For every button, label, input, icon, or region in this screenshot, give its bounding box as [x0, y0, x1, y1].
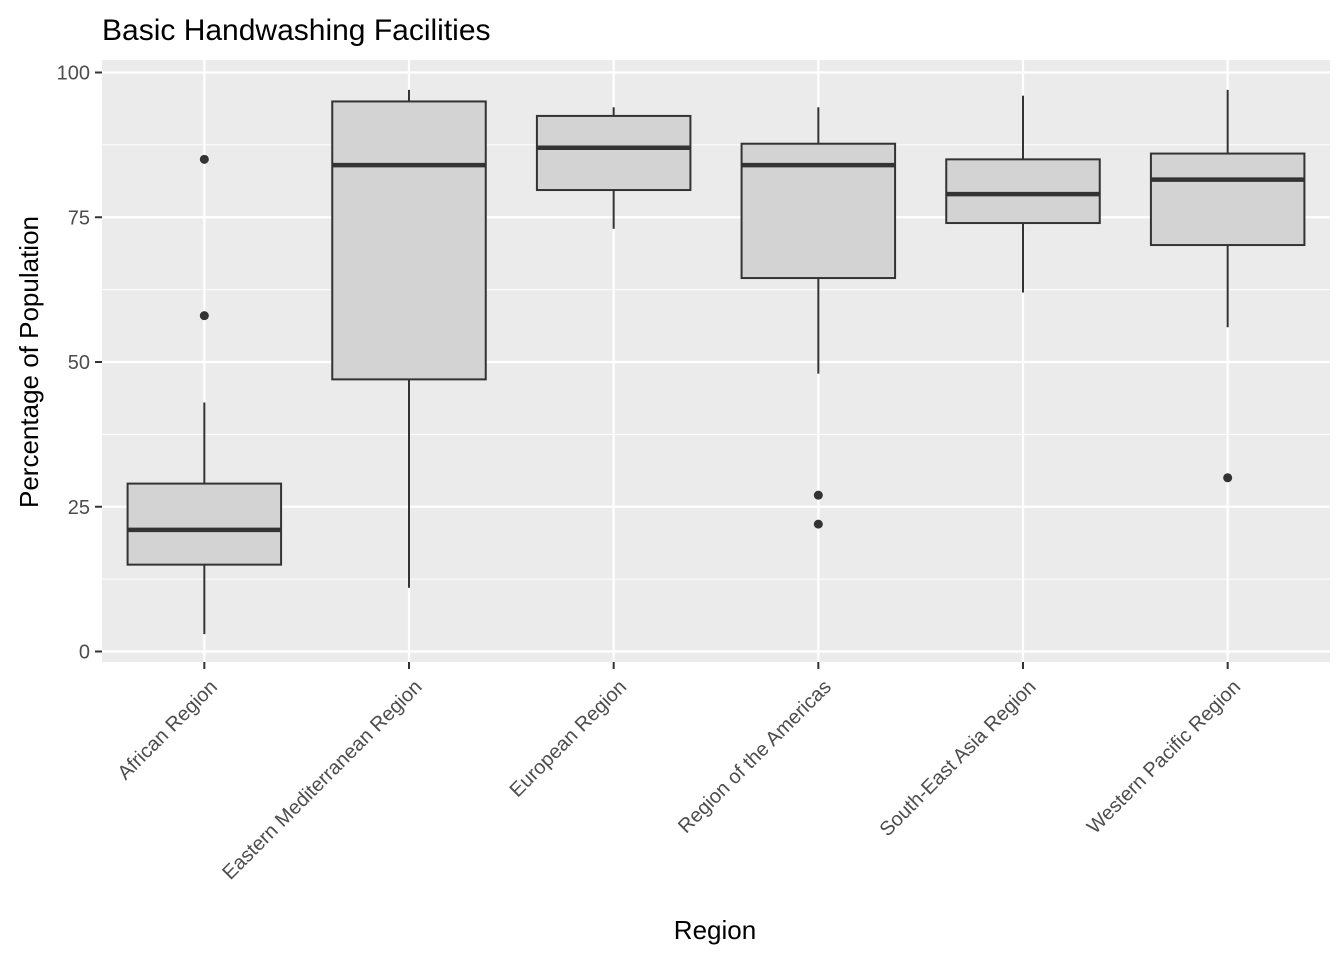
- box-5: [945, 95, 1101, 293]
- iqr-box: [331, 100, 487, 381]
- x-tick-label: Western Pacific Region: [1083, 676, 1245, 838]
- minor-gridlines: [102, 144, 1330, 580]
- iqr-box: [535, 114, 692, 192]
- y-axis: 0 25 50 75 100: [57, 63, 102, 664]
- outlier-point: [1223, 473, 1233, 483]
- y-tick-label: 100: [57, 63, 90, 85]
- box-2: [331, 89, 487, 588]
- y-tick-label: 25: [68, 497, 90, 519]
- outlier-point: [199, 311, 209, 321]
- x-tick-label: Region of the Americas: [674, 676, 836, 838]
- y-tick-label: 75: [68, 207, 90, 229]
- iqr-box: [945, 158, 1101, 225]
- box-1: [126, 154, 283, 635]
- box-series: [126, 89, 1306, 635]
- box-3: [535, 107, 692, 229]
- x-tick-label: Eastern Mediterranean Region: [218, 676, 426, 884]
- outlier-point: [199, 154, 209, 164]
- x-tick-label: European Region: [506, 676, 632, 802]
- iqr-box: [1149, 152, 1306, 247]
- y-tick-label: 50: [68, 352, 90, 374]
- x-tick-label: South-East Asia Region: [876, 676, 1041, 841]
- chart-title: Basic Handwashing Facilities: [102, 14, 491, 47]
- x-tick-label: African Region: [114, 676, 222, 784]
- x-axis-title: Region: [674, 915, 756, 945]
- y-tick-label: 0: [79, 642, 90, 664]
- outlier-point: [813, 490, 823, 500]
- box-6: [1149, 89, 1306, 483]
- y-axis-title: Percentage of Population: [14, 216, 44, 508]
- box-4: [740, 107, 897, 529]
- outlier-point: [813, 519, 823, 529]
- iqr-box: [126, 482, 283, 566]
